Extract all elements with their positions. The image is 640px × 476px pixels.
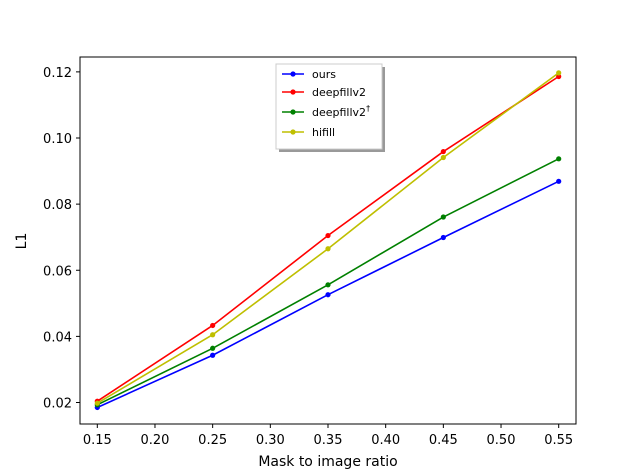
data-point (556, 156, 562, 162)
x-tick-label: 0.25 (198, 433, 227, 448)
y-tick-label: 0.10 (43, 132, 72, 147)
legend-swatch-marker (290, 71, 296, 77)
data-point (440, 234, 446, 241)
data-point (556, 70, 562, 76)
series-layer (94, 70, 562, 411)
x-tick-label: 0.20 (141, 433, 170, 448)
x-tick-label: 0.35 (314, 433, 343, 448)
y-tick-label: 0.12 (43, 66, 72, 81)
x-tick-label: 0.55 (544, 433, 573, 448)
legend-entry-label: hifill (312, 126, 335, 139)
legend-entry-name: deepfillv2 (312, 86, 366, 99)
x-tick-label: 0.50 (487, 433, 516, 448)
x-tick-label: 0.30 (256, 433, 285, 448)
data-point (325, 282, 331, 288)
data-point (556, 178, 562, 184)
data-point (325, 292, 331, 298)
y-tick-label: 0.02 (43, 397, 72, 412)
legend-entry-label: ours (312, 68, 336, 81)
y-axis-label: L1 (14, 233, 30, 250)
x-tick-label: 0.45 (429, 433, 458, 448)
data-point (210, 345, 216, 351)
data-point (440, 214, 446, 220)
data-point (210, 352, 216, 358)
legend-swatch-marker (290, 89, 296, 95)
legend-entry-superscript: † (366, 104, 370, 113)
data-point (556, 73, 562, 80)
plot-frame (79, 56, 577, 425)
data-point (94, 400, 100, 406)
data-point (440, 154, 446, 161)
y-tick-label: 0.06 (43, 264, 72, 279)
y-axis-ticks: 0.02 0.04 0.06 0.08 0.10 0.12 (43, 66, 80, 412)
y-tick-label: 0.08 (43, 198, 72, 213)
legend-entry-name: hifill (312, 126, 335, 139)
data-point (325, 246, 331, 252)
legend-swatch-marker (290, 109, 296, 115)
legend-entry-label: deepfillv2 (312, 86, 366, 99)
data-point (325, 232, 331, 239)
legend-swatch-marker (290, 129, 296, 135)
data-point (210, 322, 216, 329)
legend-box (275, 63, 383, 150)
legend-entry-name: ours (312, 68, 336, 81)
x-axis-label: Mask to image ratio (258, 454, 397, 470)
x-axis-ticks: 0.15 0.20 0.25 0.30 0.35 0.40 0.45 0.50 0.55 (83, 424, 573, 448)
x-tick-label: 0.40 (371, 433, 400, 448)
data-point (440, 148, 446, 155)
legend-entry-label: deepfillv2† (312, 104, 370, 119)
y-tick-label: 0.04 (43, 330, 72, 345)
series-3 (94, 70, 562, 406)
x-tick-label: 0.15 (83, 433, 112, 448)
legend-entry-name: deepfillv2 (312, 106, 366, 119)
data-point (210, 332, 216, 338)
